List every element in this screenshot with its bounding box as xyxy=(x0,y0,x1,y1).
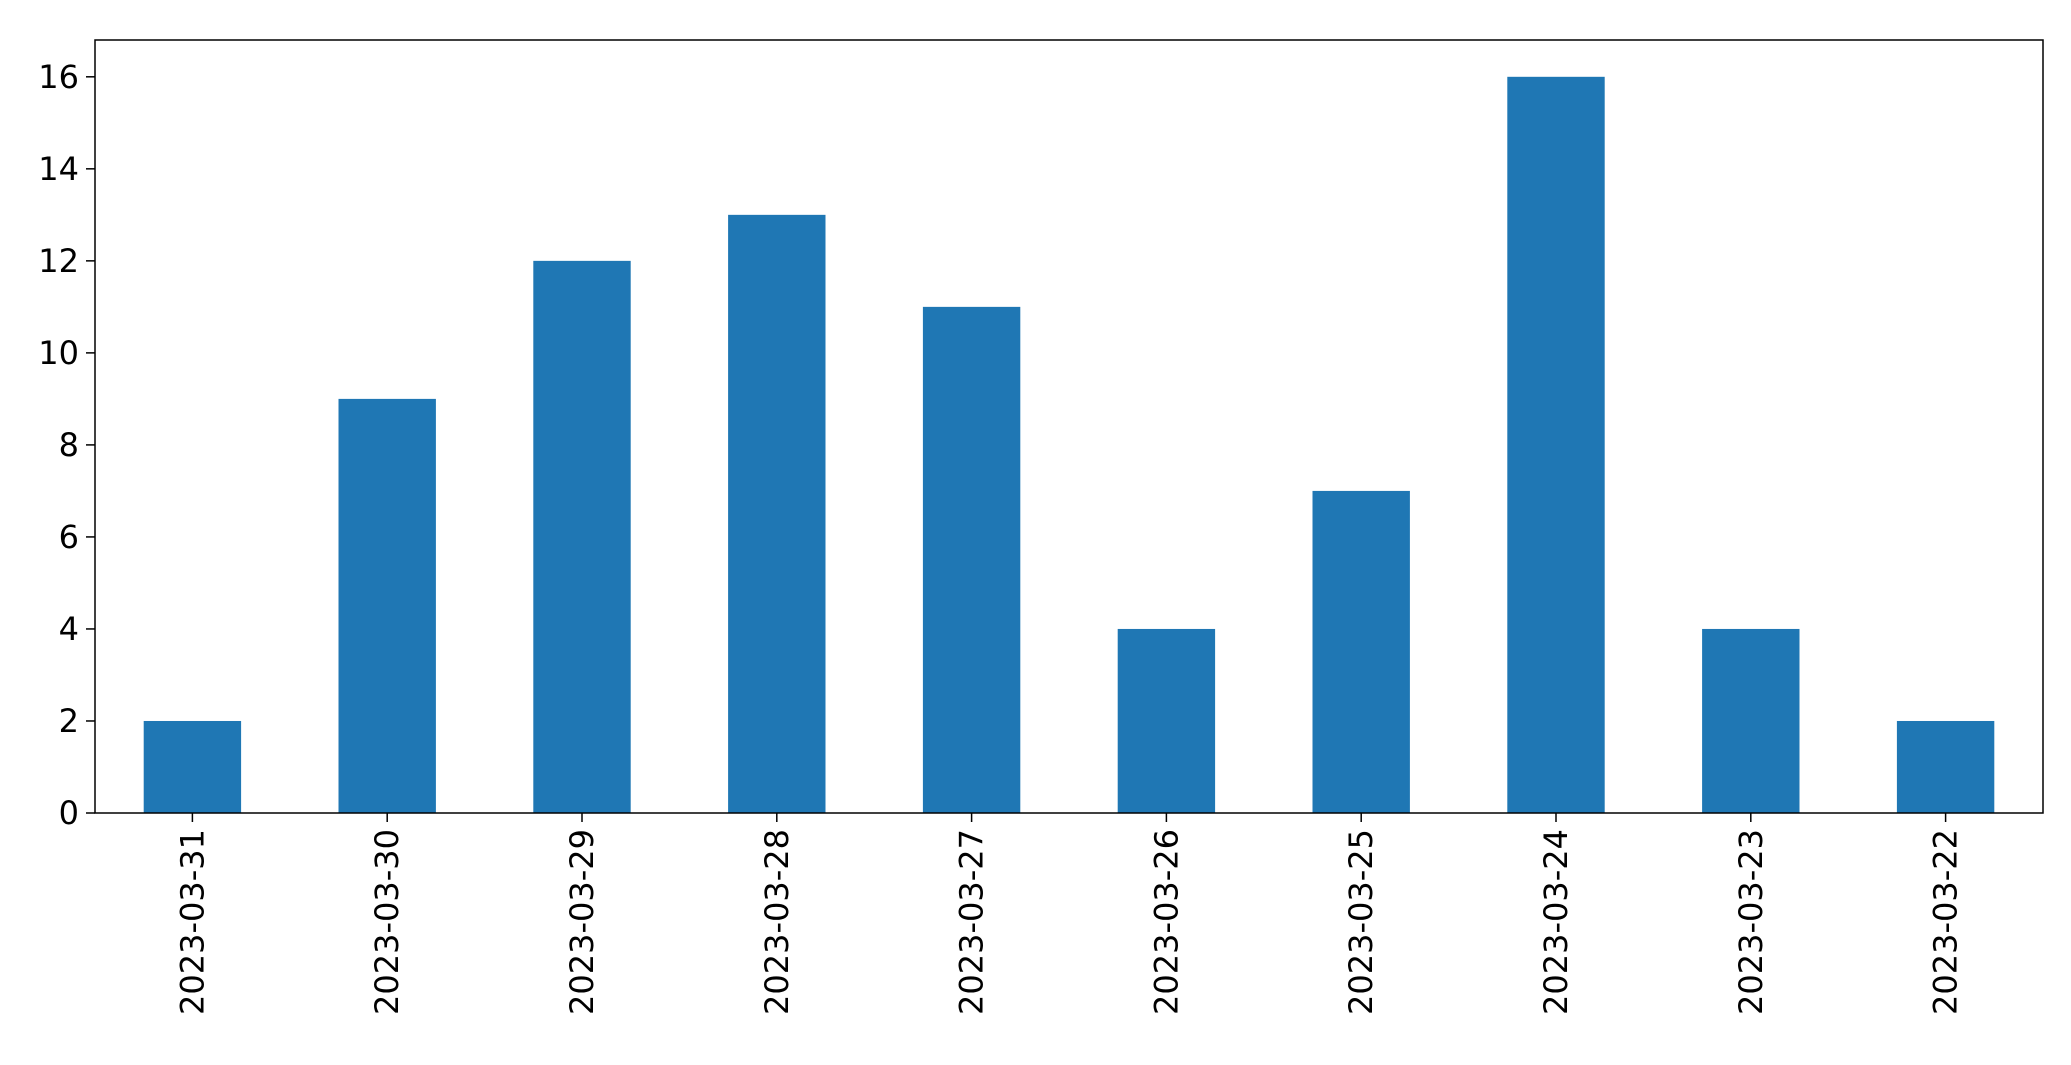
x-tick-label: 2023-03-26 xyxy=(1147,829,1185,1015)
x-tick-label: 2023-03-28 xyxy=(758,829,796,1015)
x-tick-label: 2023-03-24 xyxy=(1537,829,1575,1015)
y-tick-label: 8 xyxy=(59,426,79,464)
y-tick-label: 16 xyxy=(38,58,79,96)
bar-2023-03-25 xyxy=(1312,490,1410,813)
bar-2023-03-29 xyxy=(533,260,631,813)
y-tick-label: 12 xyxy=(38,242,79,280)
y-tick-label: 6 xyxy=(59,518,79,556)
x-tick-label: 2023-03-25 xyxy=(1342,829,1380,1015)
bar-2023-03-24 xyxy=(1507,76,1605,814)
y-tick-label: 4 xyxy=(59,610,79,648)
x-tick-label: 2023-03-27 xyxy=(953,829,991,1015)
x-tick-label: 2023-03-29 xyxy=(563,829,601,1015)
labels-layer: 0 2 4 6 8 10 12 14 16 2023-03-31 2023-03-30 2023-03… xyxy=(38,58,1964,1015)
x-tick-label: 2023-03-23 xyxy=(1732,829,1770,1015)
bar-2023-03-28 xyxy=(728,214,826,814)
bar-2023-03-26 xyxy=(1117,628,1216,813)
bars-layer xyxy=(143,76,1995,814)
axes-layer xyxy=(86,39,2044,822)
bar-2023-03-31 xyxy=(143,720,242,813)
bar-2023-03-23 xyxy=(1702,628,1800,813)
y-tick-label: 0 xyxy=(59,794,79,832)
plot-frame xyxy=(94,39,2044,814)
y-tick-label: 14 xyxy=(38,150,79,188)
y-tick-label: 2 xyxy=(59,702,79,740)
bar-2023-03-30 xyxy=(338,398,436,813)
bar-2023-03-22 xyxy=(1896,720,1995,813)
x-tick-label: 2023-03-22 xyxy=(1927,829,1965,1015)
bar-2023-03-27 xyxy=(922,306,1021,813)
x-tick-label: 2023-03-30 xyxy=(368,829,406,1015)
x-tick-label: 2023-03-31 xyxy=(173,829,211,1015)
y-tick-label: 10 xyxy=(38,334,79,372)
